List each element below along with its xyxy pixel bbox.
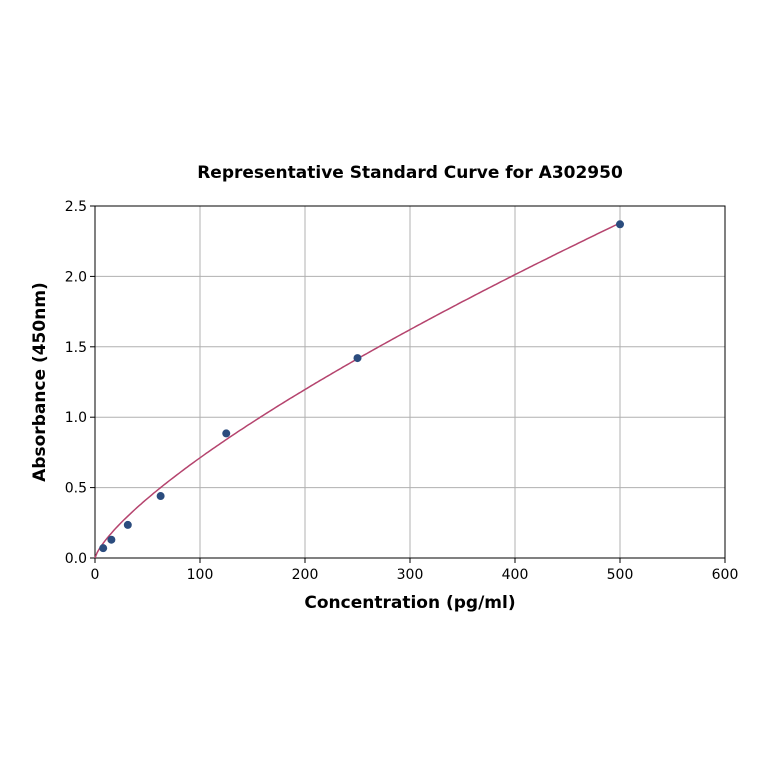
y-tick-label: 2.5 (65, 199, 87, 215)
x-tick-label: 600 (712, 567, 739, 583)
data-point (107, 535, 116, 544)
x-axis-ticks: 0 100 200 300 400 500 600 (91, 558, 739, 583)
y-tick-label: 1.0 (65, 410, 87, 426)
data-point (156, 492, 165, 501)
grid-lines (94, 205, 726, 559)
x-axis-label: Concentration (pg/ml) (304, 593, 515, 613)
data-point (123, 520, 132, 529)
fitted-curve (94, 222, 621, 559)
y-axis-label: Absorbance (450nm) (30, 282, 50, 482)
data-point (222, 429, 231, 438)
y-tick-label: 1.5 (65, 340, 87, 356)
data-point (99, 544, 108, 553)
y-tick-label: 2.0 (65, 269, 87, 285)
y-tick-label: 0.5 (65, 481, 87, 497)
y-tick-label: 0.0 (65, 551, 87, 567)
x-tick-label: 100 (187, 567, 214, 583)
data-point (616, 220, 624, 229)
chart-title: Representative Standard Curve for A30295… (197, 163, 623, 183)
x-tick-label: 0 (91, 567, 100, 583)
y-axis-ticks: 0.0 0.5 1.0 1.5 2.0 2.5 (65, 199, 95, 567)
x-tick-label: 200 (292, 567, 319, 583)
x-tick-label: 500 (607, 567, 634, 583)
x-tick-label: 400 (502, 567, 529, 583)
data-point (353, 354, 362, 363)
data-points (99, 220, 624, 553)
x-tick-label: 300 (397, 567, 424, 583)
